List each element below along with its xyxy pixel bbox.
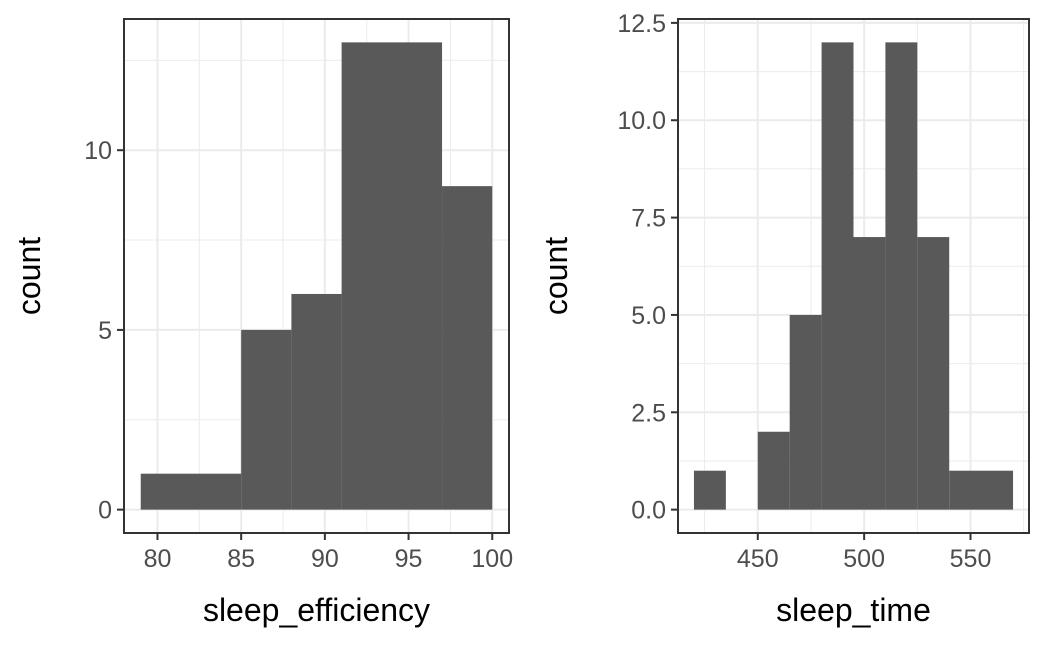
histogram-panel-2: 450 500 550 0.0 2.5 5.0 7.5 10.0 12.5 sleep_time c… [538, 10, 1030, 628]
histogram-bar-9 [949, 470, 1014, 510]
y-tick-label: 5.0 [631, 302, 666, 330]
x-tick-label: 100 [471, 545, 513, 573]
histogram-bar-3 [291, 293, 342, 510]
x-axis-title: sleep_time [776, 592, 931, 628]
panel-border [677, 18, 1030, 534]
histogram-bar-5 [821, 42, 854, 510]
histogram-bar-7 [885, 42, 918, 510]
y-tick-label: 0 [98, 497, 112, 525]
y-tick-label: 10.0 [617, 107, 666, 135]
y-tick-label: 5 [98, 317, 112, 345]
x-tick-label: 80 [144, 545, 172, 573]
x-tick-label: 450 [737, 545, 779, 573]
y-tick-label: 7.5 [631, 205, 666, 233]
y-axis-title: count [538, 237, 574, 315]
x-tick-label: 85 [227, 545, 255, 573]
y-tick-label: 12.5 [617, 10, 666, 38]
y-tick-label: 10 [84, 137, 112, 165]
histogram-bar-6 [853, 237, 886, 510]
histogram-bar-5 [442, 186, 493, 510]
x-tick-label: 95 [395, 545, 423, 573]
y-tick-label: 0.0 [631, 497, 666, 525]
histogram-bar-4 [341, 42, 443, 510]
x-axis-title: sleep_efficiency [203, 592, 430, 628]
y-axis-title: count [11, 237, 47, 315]
histogram-bar-2 [241, 329, 292, 510]
histogram-bar-1 [693, 470, 726, 510]
x-tick-label: 500 [843, 545, 885, 573]
x-tick-label: 90 [311, 545, 339, 573]
x-tick-label: 550 [950, 545, 992, 573]
histogram-bar-3 [757, 431, 790, 510]
histogram-bar-8 [917, 237, 950, 510]
y-tick-label: 2.5 [631, 399, 666, 427]
histogram-bar-1 [140, 473, 242, 510]
histogram-bar-4 [789, 314, 822, 510]
histogram-panel-1: 80 85 90 95 100 0 5 10 sleep_efficiency count [11, 18, 513, 628]
panel-border [123, 18, 510, 534]
